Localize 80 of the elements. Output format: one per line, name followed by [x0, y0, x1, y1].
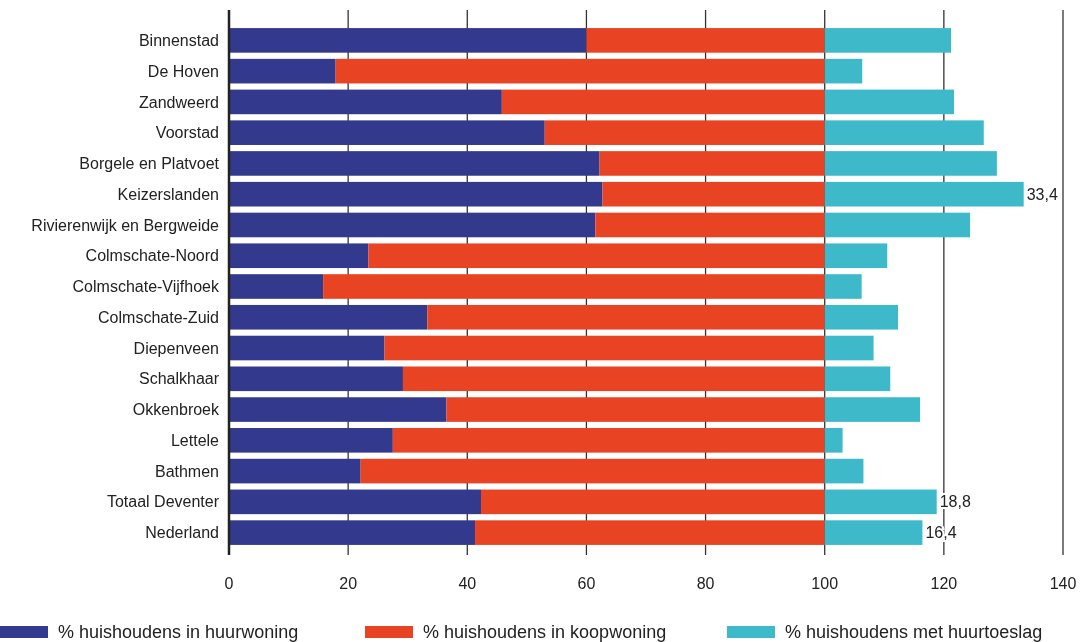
x-tick-label: 120: [930, 574, 958, 592]
bar: [229, 304, 428, 330]
bar: [229, 397, 447, 422]
bar: [480, 489, 825, 515]
legend-label: % huishoudens met huurtoeslag: [785, 622, 1043, 642]
bar: [229, 458, 361, 484]
bar: [335, 58, 825, 84]
y-tick-label: Colmschate-Noord: [85, 247, 219, 265]
bar: [229, 335, 385, 361]
bar: [368, 243, 825, 269]
y-tick-label: Lettele: [170, 431, 220, 449]
legend-label: % huishoudens in huurwoning: [58, 622, 299, 642]
bar: [595, 212, 825, 238]
data-label: 33,4: [1026, 185, 1058, 203]
bar: [229, 274, 324, 299]
bar: [824, 151, 997, 176]
bar: [824, 458, 864, 484]
bar: [446, 397, 825, 422]
bar: [501, 89, 825, 115]
x-tick-label: 60: [577, 574, 596, 592]
y-tick-label: Colmschate-Vijfhoek: [72, 278, 220, 296]
bar: [824, 366, 891, 392]
bar: [229, 120, 545, 145]
bar: [544, 120, 825, 145]
bar: [229, 489, 481, 515]
y-tick-label: De Hoven: [147, 62, 219, 80]
bar: [229, 243, 369, 269]
x-tick-label: 80: [696, 574, 715, 592]
bar: [384, 335, 825, 361]
bar: [824, 274, 862, 299]
legend-label: % huishoudens in koopwoning: [423, 622, 667, 642]
bar: [229, 181, 603, 207]
y-tick-label: Nederland: [145, 524, 219, 542]
x-tick-label: 100: [811, 574, 839, 592]
y-tick-label: Totaal Deventer: [106, 493, 220, 511]
bar: [392, 428, 825, 453]
bar: [323, 274, 825, 299]
y-tick-label: Okkenbroek: [132, 401, 220, 419]
bar: [229, 151, 600, 176]
x-tick-label: 40: [458, 574, 477, 592]
bar: [824, 89, 954, 115]
y-tick-label: Voorstad: [155, 124, 219, 142]
bar: [824, 489, 937, 515]
y-tick-label: Binnenstad: [138, 31, 219, 49]
bar: [824, 335, 874, 361]
bar: [824, 428, 843, 453]
bar: [824, 181, 1024, 207]
bar: [824, 58, 863, 84]
y-tick-label: Bathmen: [154, 462, 219, 480]
x-tick-label: 140: [1049, 574, 1077, 592]
bar: [824, 28, 952, 53]
y-tick-label: Zandweerd: [138, 93, 219, 111]
bar: [360, 458, 825, 484]
bar: [229, 366, 403, 392]
bar: [586, 28, 825, 53]
bar: [229, 28, 587, 53]
bar: [229, 212, 596, 238]
y-tick-label: Diepenveen: [133, 339, 219, 357]
bar: [599, 151, 825, 176]
x-tick-label: 0: [224, 574, 234, 592]
bar: [824, 304, 898, 330]
y-tick-label: Schalkhaar: [138, 370, 220, 388]
bar: [475, 520, 825, 545]
bar: [824, 120, 984, 145]
bar: [229, 520, 476, 545]
bar: [229, 58, 336, 84]
bar: [402, 366, 825, 392]
y-tick-label: Colmschate-Zuid: [98, 308, 219, 326]
x-tick-label: 20: [339, 574, 358, 592]
bar: [229, 89, 502, 115]
y-tick-label: Rivierenwijk en Bergweide: [31, 216, 220, 234]
bar: [824, 243, 888, 269]
bar: [229, 428, 393, 453]
bar: [824, 212, 971, 238]
y-tick-label: Keizerslanden: [117, 185, 219, 203]
bar: [824, 520, 923, 545]
y-tick-label: Borgele en Platvoet: [79, 155, 220, 173]
bar: [824, 397, 921, 422]
bar: [602, 181, 825, 207]
bar: [427, 304, 825, 330]
